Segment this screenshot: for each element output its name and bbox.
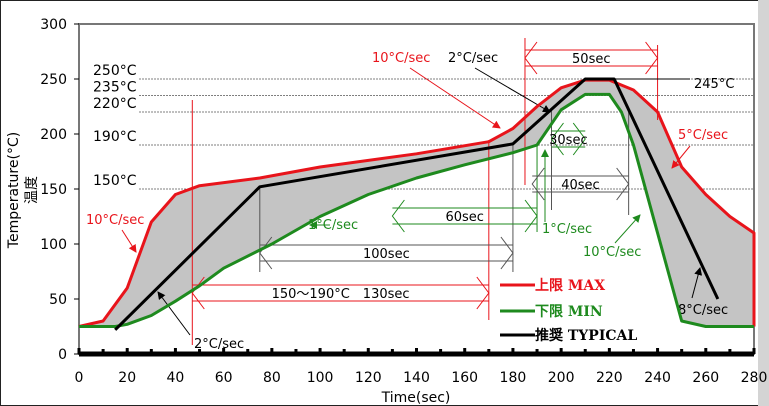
reference-label: 220°C	[93, 96, 137, 112]
reference-label: 190°C	[93, 129, 137, 145]
y-tick-label: 300	[40, 17, 67, 33]
annotation-min-reflow: 1°C/sec	[542, 222, 592, 237]
annotation-typ-ramp-pre: 2°C/sec	[194, 337, 244, 352]
y-tick-label: 200	[40, 127, 67, 143]
annotation-arrow	[157, 291, 191, 336]
x-tick-label: 220	[596, 370, 623, 386]
annotation-max-ramp1: 10°C/sec	[86, 213, 144, 228]
y-tick-label: 150	[40, 182, 67, 198]
annotation-dur-50: 50sec	[572, 52, 610, 67]
y-tick-label: 100	[40, 237, 67, 253]
x-tick-label: 60	[215, 370, 233, 386]
x-tick-label: 0	[75, 370, 84, 386]
series-line-typical	[114, 77, 720, 331]
annotation-arrow	[671, 145, 691, 169]
legend-label-min: 下限 MIN	[535, 304, 603, 320]
annotation-arrow	[409, 67, 501, 129]
reference-label: 250°C	[93, 63, 137, 79]
span-arrowheads	[391, 199, 538, 233]
annotation-arrow	[614, 214, 641, 244]
x-tick-label: 20	[118, 370, 136, 386]
annotation-min-cool: 10°C/sec	[583, 245, 641, 260]
x-tick-label: 260	[692, 370, 719, 386]
span-arrowheads	[531, 167, 630, 201]
annotation-dur-60: 60sec	[445, 210, 483, 225]
reference-label: 150°C	[93, 173, 137, 189]
x-tick-label: 100	[307, 370, 334, 386]
series-line-min	[79, 92, 754, 328]
annotation-typ-cool: 8°C/sec	[678, 303, 728, 318]
x-axis-label: Time(sec)	[381, 390, 451, 406]
annotation-dur-130: 150～190°C 130sec	[272, 287, 410, 302]
x-tick-label: 180	[500, 370, 527, 386]
annotation-peak: 245°C	[694, 77, 734, 92]
legend-label-max: 上限 MAX	[535, 278, 605, 294]
y-tick-label: 50	[49, 292, 67, 308]
span-arrowheads	[259, 236, 514, 270]
annotation-max-cool: 5°C/sec	[678, 128, 728, 143]
tolerance-band	[79, 80, 754, 327]
annotation-min-pre: 1°C/sec	[308, 218, 358, 233]
span-arrowheads	[191, 276, 490, 310]
x-tick-label: 120	[355, 370, 382, 386]
legend-label-typical: 推奨 TYPICAL	[535, 327, 637, 344]
x-tick-label: 160	[451, 370, 478, 386]
annotation-arrow	[121, 229, 137, 253]
span-arrowheads	[524, 41, 659, 75]
y-tick-label: 250	[40, 72, 67, 88]
annotation-max-ramp2: 10°C/sec	[372, 51, 430, 66]
annotation-dur-100: 100sec	[363, 247, 410, 262]
reference-label: 235°C	[93, 80, 137, 96]
x-tick-label: 280	[741, 370, 768, 386]
annotation-arrow	[691, 267, 703, 299]
legend: 上限 MAX 下限 MIN 推奨 TYPICAL	[500, 278, 637, 344]
x-tick-label: 40	[167, 370, 185, 386]
annotation-dur-30: 30sec	[549, 133, 587, 148]
span-arrowheads	[550, 122, 586, 156]
y-axis-label-jp: 温度	[24, 176, 40, 204]
series-line-max	[78, 78, 756, 328]
y-tick-label: 0	[58, 347, 67, 363]
x-tick-label: 240	[644, 370, 671, 386]
x-tick-label: 80	[263, 370, 281, 386]
x-tick-label: 200	[548, 370, 575, 386]
y-axis-label: Temperature(°C)	[6, 132, 22, 249]
annotation-dur-40: 40sec	[561, 178, 599, 193]
scrollbar[interactable]	[758, 0, 769, 406]
x-tick-label: 140	[403, 370, 430, 386]
annotation-typ-ramp-reflow: 2°C/sec	[448, 51, 498, 66]
